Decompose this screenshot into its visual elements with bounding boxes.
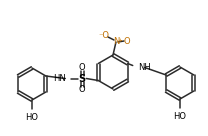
Text: O: O (79, 63, 85, 72)
Text: O: O (79, 85, 85, 94)
Text: S: S (79, 73, 86, 84)
Text: N: N (113, 38, 119, 47)
Text: +: + (117, 38, 122, 42)
Text: HO: HO (26, 113, 38, 122)
Text: NH: NH (138, 63, 150, 72)
Text: ·: · (120, 36, 124, 47)
Text: HO: HO (173, 112, 187, 121)
Text: ⁻O: ⁻O (99, 30, 109, 39)
Text: HN: HN (53, 74, 66, 83)
Text: O: O (124, 36, 130, 46)
